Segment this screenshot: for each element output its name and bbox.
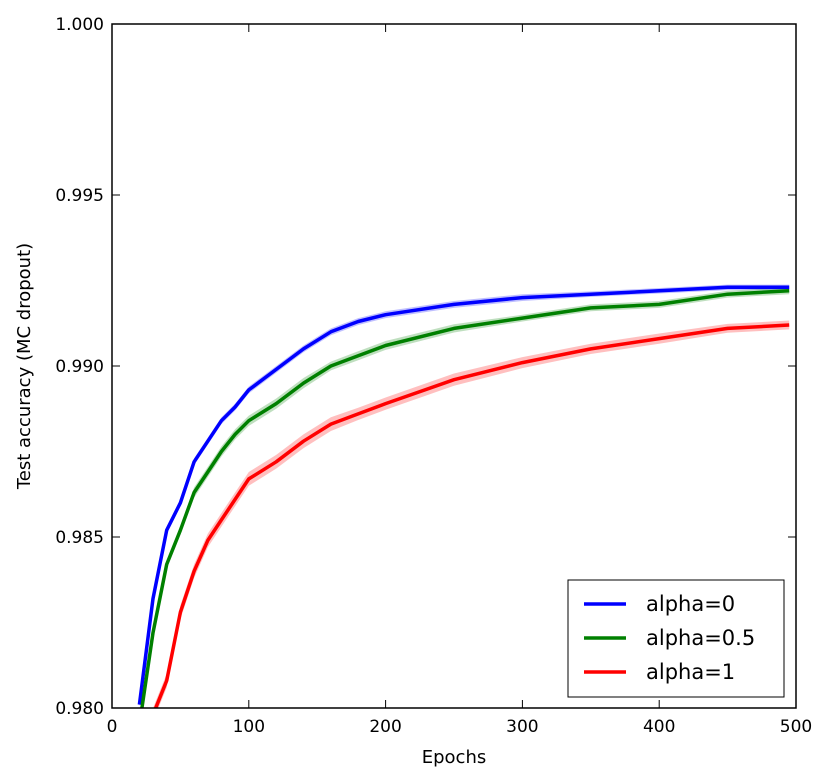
legend-label: alpha=1 [646, 660, 735, 684]
x-tick-label: 400 [643, 717, 675, 737]
legend-label: alpha=0.5 [646, 626, 755, 650]
y-tick-label: 0.990 [55, 357, 104, 377]
y-tick-label: 0.995 [55, 186, 104, 206]
y-tick-label: 0.980 [55, 699, 104, 719]
y-tick-label: 0.985 [55, 528, 104, 548]
line-alpha-0-5 [140, 289, 790, 708]
x-tick-label: 100 [233, 717, 265, 737]
x-tick-label: 0 [107, 717, 118, 737]
x-tick-label: 200 [369, 717, 401, 737]
x-axis-label: Epochs [422, 747, 487, 768]
legend: alpha=0 alpha=0.5 alpha=1 [567, 579, 785, 698]
x-tick-label: 300 [506, 717, 538, 737]
x-tick-label: 500 [780, 717, 812, 737]
line-alpha-0 [137, 285, 790, 705]
series-lines [137, 285, 790, 708]
line-alpha-1 [153, 323, 790, 708]
legend-label: alpha=0 [646, 592, 735, 616]
axis-ticks: 0 100 200 300 400 500 0.980 0.985 0.990 0.995 1.00… [55, 15, 812, 737]
y-tick-label: 1.000 [55, 15, 104, 35]
y-axis-label: Test accuracy (MC dropout) [14, 243, 35, 490]
